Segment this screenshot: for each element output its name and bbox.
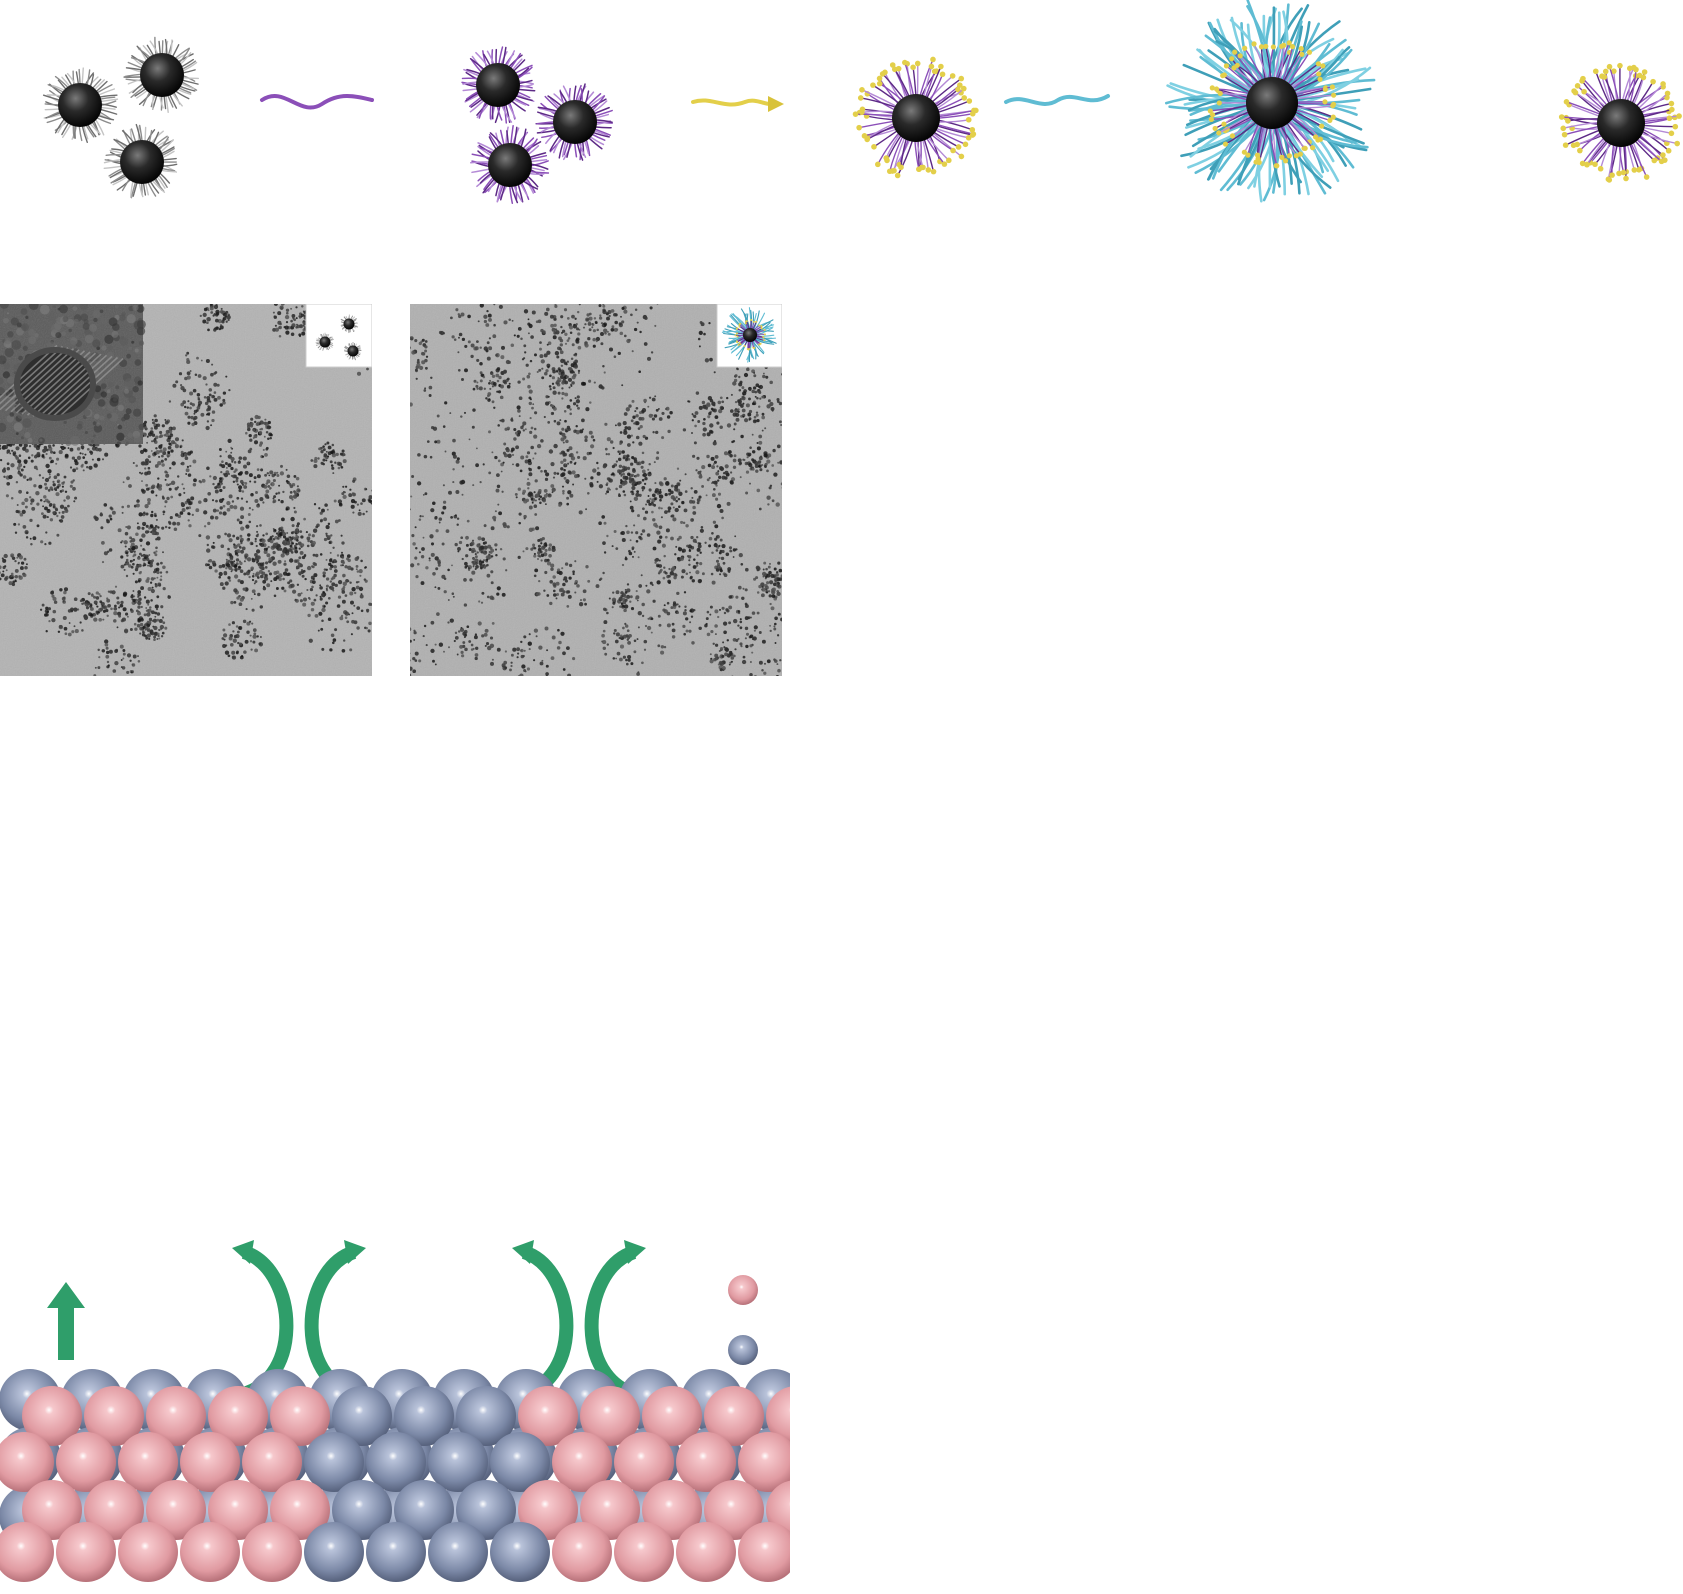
- inset-scheme-grey-nps: [305, 304, 372, 368]
- tem-right-svg: [410, 304, 782, 676]
- legend-pink-atom: [728, 1275, 758, 1305]
- purple-ligand-chain-icon: [260, 94, 374, 110]
- legend-blue-atom: [728, 1335, 758, 1365]
- tem-left-svg: [0, 304, 372, 676]
- hrtem-inset: [0, 304, 146, 447]
- np-group-grey: [42, 36, 199, 199]
- atoms-svg: [0, 1240, 790, 1582]
- atomic-exchange-diagram: [0, 1240, 790, 1594]
- tem-micrograph-left: [0, 304, 372, 676]
- tem-micrograph-right: [410, 304, 782, 676]
- yellow-ligand-arrow-icon: [691, 96, 784, 112]
- np-yellow-capped: [852, 56, 979, 179]
- inset-scheme-cyan-np: [716, 304, 782, 368]
- ligand-exchange-scheme: [0, 0, 1683, 220]
- np-polymer-wrapped: [1164, 0, 1376, 203]
- up-arrow-icon: [47, 1282, 85, 1360]
- atom-slab: [0, 1369, 790, 1582]
- scheme-svg: [42, 0, 1682, 205]
- cyan-polymer-chain-icon: [1004, 94, 1110, 106]
- np-group-purple: [461, 46, 614, 205]
- np-final: [1558, 62, 1682, 183]
